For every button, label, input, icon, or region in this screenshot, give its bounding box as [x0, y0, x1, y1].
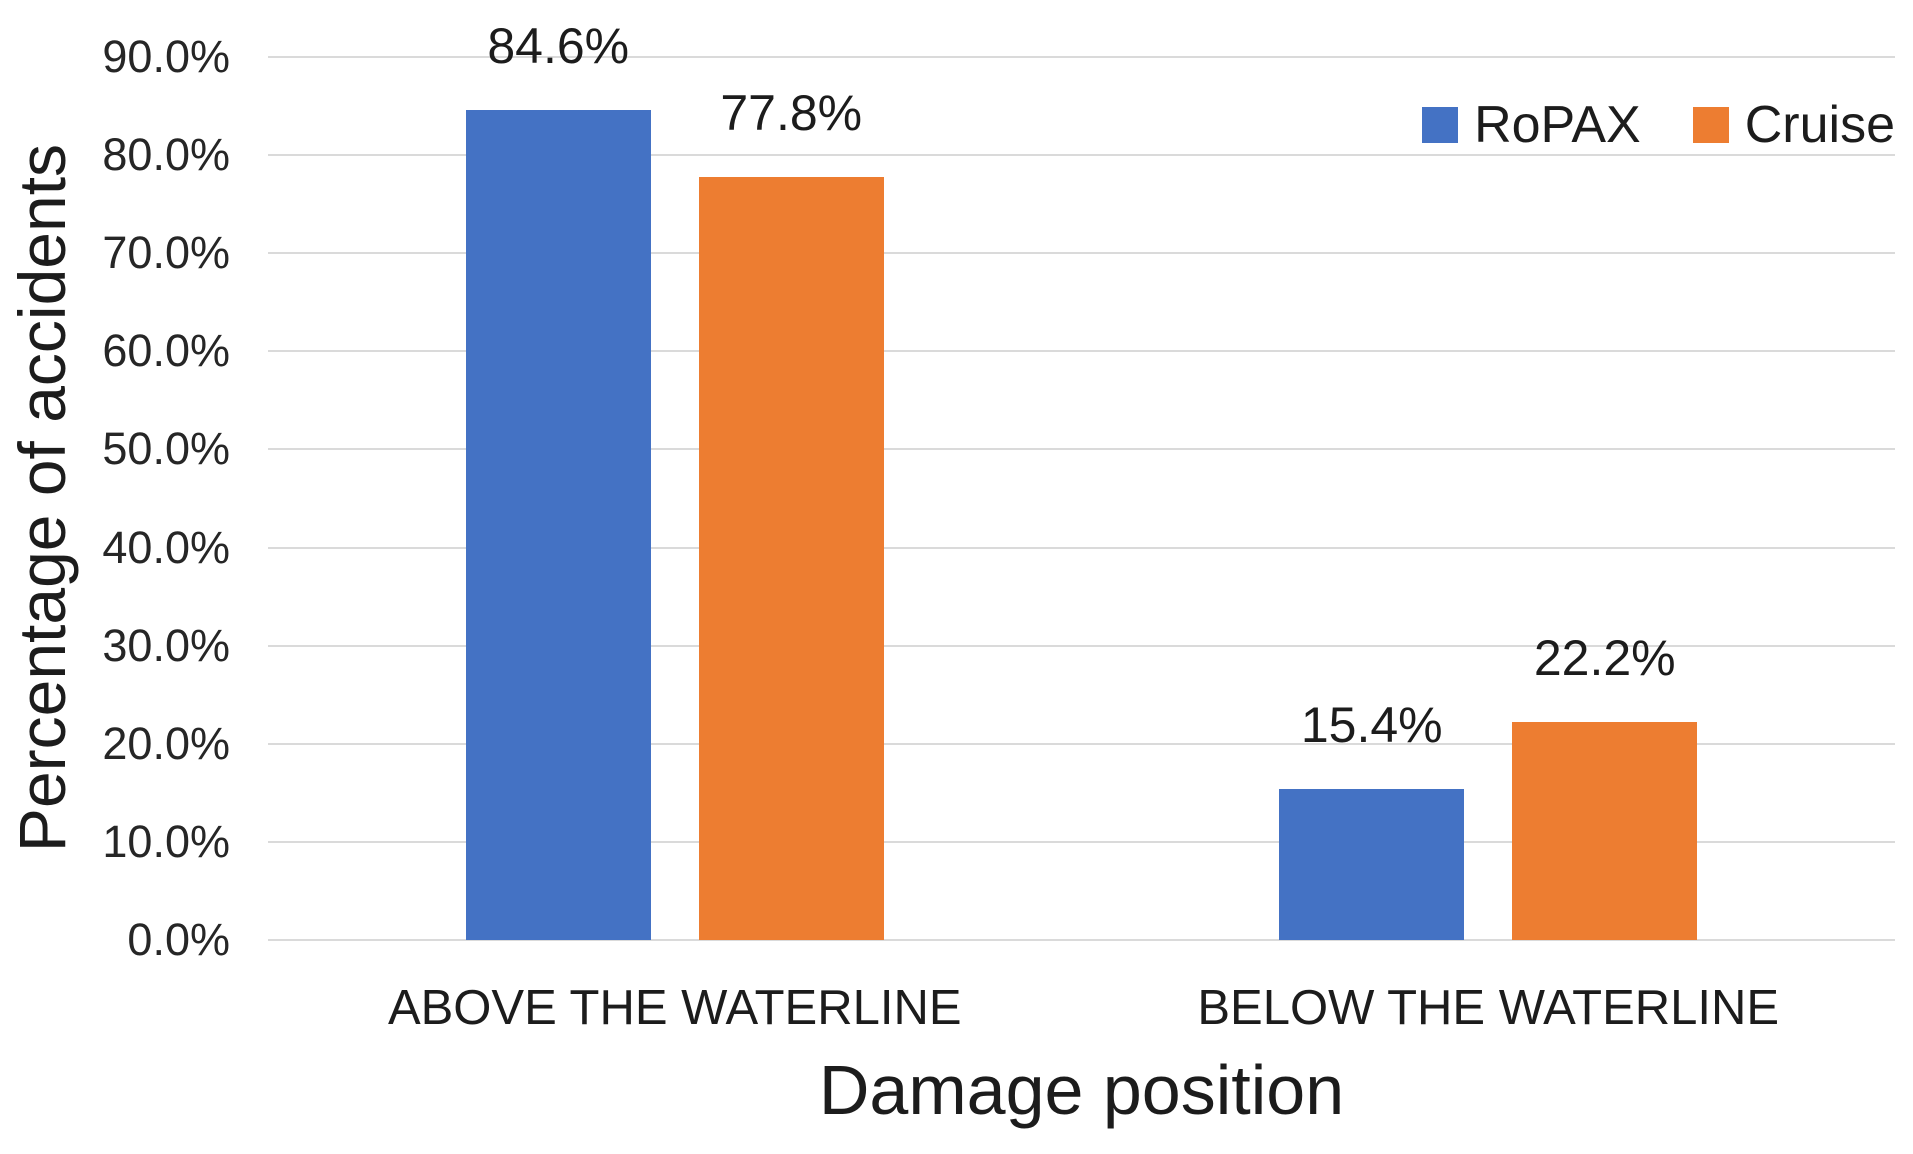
gridline	[268, 742, 1895, 745]
gridline	[268, 644, 1895, 647]
gridline	[268, 939, 1895, 941]
gridline	[268, 546, 1895, 549]
gridline	[268, 350, 1895, 353]
gridline	[268, 154, 1895, 157]
bar-value-label: 77.8%	[720, 84, 863, 141]
x-axis-title: Damage position	[818, 1051, 1345, 1129]
y-tick-label: 90.0%	[102, 31, 230, 82]
bar-ropax	[1279, 788, 1465, 940]
bar-cruise	[698, 176, 884, 940]
bar-value-label: 84.6%	[487, 17, 630, 74]
legend-item-cruise: Cruise	[1692, 96, 1895, 154]
y-tick-label: 60.0%	[102, 325, 230, 377]
legend-swatch-icon	[1422, 107, 1459, 143]
y-tick-label: 40.0%	[102, 521, 230, 573]
y-tick-label: 10.0%	[102, 815, 230, 867]
y-tick-label: 70.0%	[102, 227, 230, 279]
x-category-label: BELOW THE WATERLINE	[1197, 981, 1780, 1035]
bar-ropax	[465, 109, 651, 940]
bar-value-label: 15.4%	[1300, 696, 1443, 753]
y-tick-label: 50.0%	[102, 423, 230, 475]
y-tick-label: 20.0%	[102, 717, 230, 769]
x-category-label: ABOVE THE WATERLINE	[387, 981, 962, 1035]
y-tick-label: 0.0%	[127, 914, 230, 965]
bar-value-label: 22.2%	[1533, 630, 1676, 687]
gridline	[268, 448, 1895, 451]
legend-swatch-icon	[1692, 107, 1729, 143]
gridline	[268, 56, 1895, 58]
y-tick-label: 80.0%	[102, 129, 230, 181]
bar-cruise	[1512, 722, 1698, 940]
y-tick-label: 30.0%	[102, 619, 230, 671]
plot-area: RoPAX Cruise 84.6% 77.8% 15.4% 22.2%	[268, 18, 1895, 941]
legend: RoPAX Cruise	[1422, 99, 1895, 151]
legend-item-ropax: RoPAX	[1422, 99, 1641, 151]
gridline	[268, 840, 1895, 843]
legend-label: RoPAX	[1474, 96, 1641, 154]
gridline	[268, 252, 1895, 255]
legend-label: Cruise	[1744, 96, 1895, 154]
